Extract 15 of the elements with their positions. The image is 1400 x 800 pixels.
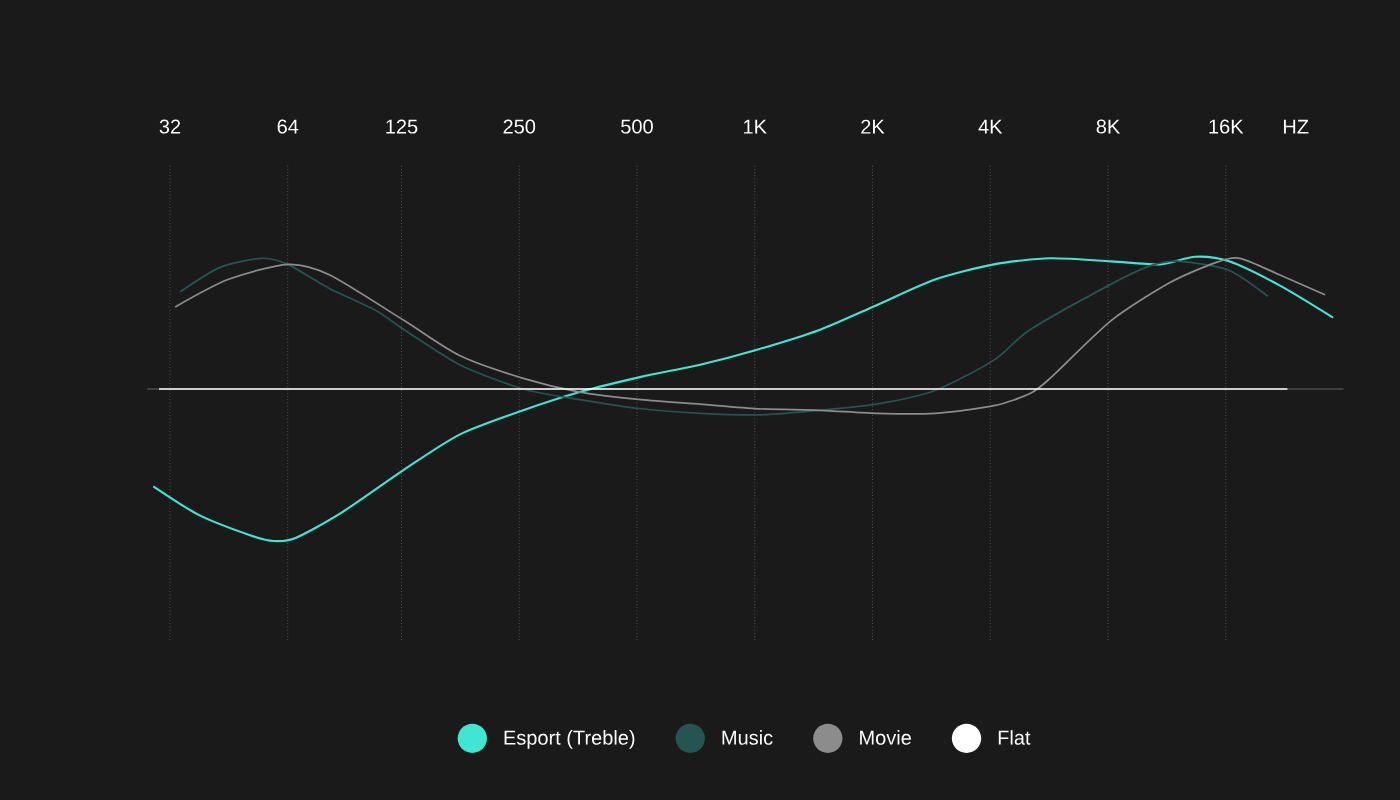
x-tick-label: 64 (277, 119, 299, 134)
x-tick-label: 4K (978, 119, 1003, 134)
x-tick-label: 1K (744, 119, 767, 134)
legend-label: Flat (998, 730, 1031, 745)
x-tick-label: 16K (1209, 119, 1244, 134)
x-tick-label: 250 (503, 119, 536, 134)
x-tick-label: 125 (386, 119, 418, 134)
legend-label: Movie (860, 730, 911, 745)
x-tick-label: 8K (1096, 119, 1121, 134)
x-tick-label: 500 (621, 119, 653, 134)
x-tick-label: 32 (159, 119, 181, 134)
x-axis-title: HZ (1283, 119, 1309, 134)
legend-label: Music (722, 730, 773, 745)
x-tick-label: 2K (861, 119, 885, 134)
legend-label: Esport (Treble) (504, 730, 635, 749)
